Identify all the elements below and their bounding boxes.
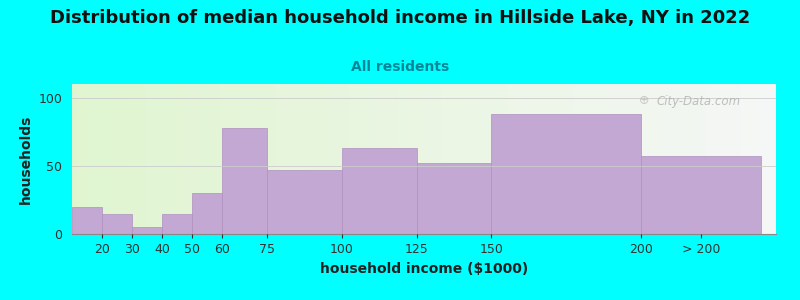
Bar bbox=[266, 170, 342, 234]
Text: Distribution of median household income in Hillside Lake, NY in 2022: Distribution of median household income … bbox=[50, 9, 750, 27]
Bar bbox=[192, 193, 222, 234]
Text: All residents: All residents bbox=[351, 60, 449, 74]
Bar bbox=[417, 163, 491, 234]
X-axis label: household income ($1000): household income ($1000) bbox=[320, 262, 528, 276]
Bar bbox=[72, 207, 102, 234]
Text: ⊕: ⊕ bbox=[638, 94, 650, 107]
Bar bbox=[491, 114, 641, 234]
Bar bbox=[102, 214, 132, 234]
Bar bbox=[641, 156, 761, 234]
Y-axis label: households: households bbox=[19, 114, 33, 204]
Text: City-Data.com: City-Data.com bbox=[656, 94, 741, 107]
Bar bbox=[162, 214, 192, 234]
Bar bbox=[342, 148, 417, 234]
Bar bbox=[222, 128, 266, 234]
Bar bbox=[132, 227, 162, 234]
